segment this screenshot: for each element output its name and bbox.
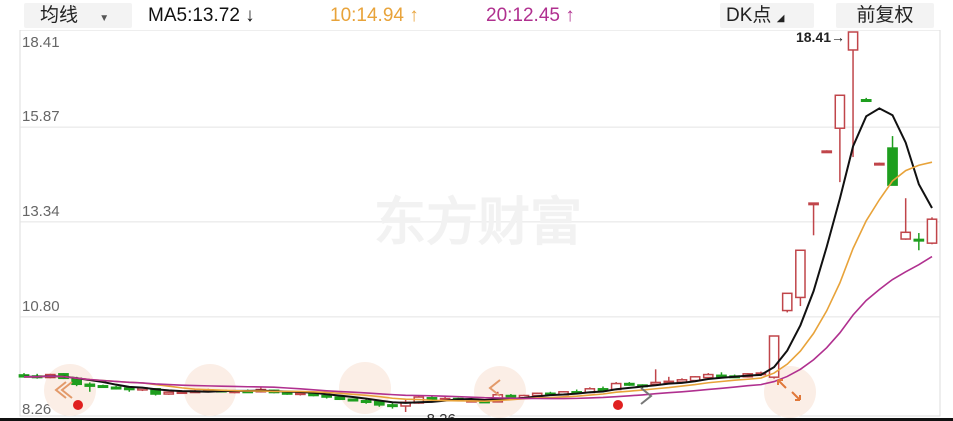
candle-body	[623, 382, 635, 386]
ma-selector-label: 均线	[40, 5, 79, 26]
candle-body	[505, 394, 517, 398]
plot-border	[19, 30, 941, 417]
ma10-value: 10:14.94 ↑	[330, 5, 419, 26]
candle-body	[926, 218, 938, 244]
candle-body	[97, 385, 109, 389]
y-tick-label: 8.26	[22, 401, 51, 418]
corner-triangle-icon: ◢	[776, 13, 785, 24]
candle-body	[281, 391, 293, 395]
candle-body	[321, 394, 333, 398]
dk-point-button[interactable]: DK点 ◢	[720, 3, 814, 28]
candle-body	[84, 383, 96, 387]
candle-body	[334, 396, 346, 401]
candle-body	[913, 238, 925, 242]
candle-body	[360, 400, 372, 404]
scroll-right-icon	[640, 387, 653, 405]
candle-body	[387, 404, 398, 408]
candle-body	[123, 387, 135, 391]
candle-body	[597, 388, 609, 392]
scroll-left-icon	[54, 381, 73, 399]
ma10-line	[24, 161, 933, 402]
candle-body	[808, 202, 819, 206]
candle-body	[110, 386, 122, 390]
candlestick-plot: 18.41 15.87 13.34 10.80 8.26 东方财富 18.41→ ←8.26	[18, 30, 941, 418]
candle-body	[900, 231, 912, 240]
candle-body	[834, 94, 846, 129]
y-tick-label: 13.34	[22, 203, 60, 220]
min-price-label: ←8.26	[412, 411, 456, 418]
touch-hint-circle	[339, 362, 391, 414]
candle-body	[860, 99, 872, 103]
candle-body	[874, 162, 885, 166]
watermark: 东方财富	[374, 194, 582, 252]
y-tick-label: 10.80	[22, 298, 60, 315]
touch-hint-circle	[764, 366, 816, 418]
candle-body	[426, 397, 438, 401]
expand-icon	[777, 379, 801, 401]
touch-hint-circle	[474, 366, 526, 418]
candle-body	[821, 150, 833, 154]
forward-adjust-button[interactable]: 前复权	[836, 3, 934, 28]
candle-body	[163, 391, 175, 395]
y-tick-label: 18.41	[22, 34, 60, 51]
chevron-down-icon: ▼	[99, 13, 110, 24]
candle-body	[887, 147, 898, 186]
candle-body	[795, 249, 806, 299]
marker-dot	[613, 400, 623, 410]
dk-point-label: DK点	[726, 5, 772, 26]
candle-body	[781, 292, 793, 312]
touch-hint-circle	[44, 364, 96, 416]
candle-body	[373, 400, 385, 406]
ma5-value: MA5:13.72 ↓	[148, 5, 255, 26]
y-tick-label: 15.87	[22, 108, 60, 125]
candle-body	[847, 31, 859, 51]
scroll-left-icon	[488, 379, 501, 397]
marker-dot	[73, 400, 83, 410]
ma5-line	[24, 107, 933, 404]
candle-body	[768, 335, 780, 378]
candle-body	[347, 398, 359, 402]
ma20-value: 20:12.45 ↑	[486, 5, 575, 26]
candle-body	[702, 373, 714, 379]
chart-toolbar: 均线 ▼ MA5:13.72 ↓ 10:14.94 ↑ 20:12.45 ↑ D…	[0, 0, 953, 30]
ma-selector-dropdown[interactable]: 均线 ▼	[24, 3, 132, 28]
max-price-label: 18.41→	[796, 30, 845, 45]
